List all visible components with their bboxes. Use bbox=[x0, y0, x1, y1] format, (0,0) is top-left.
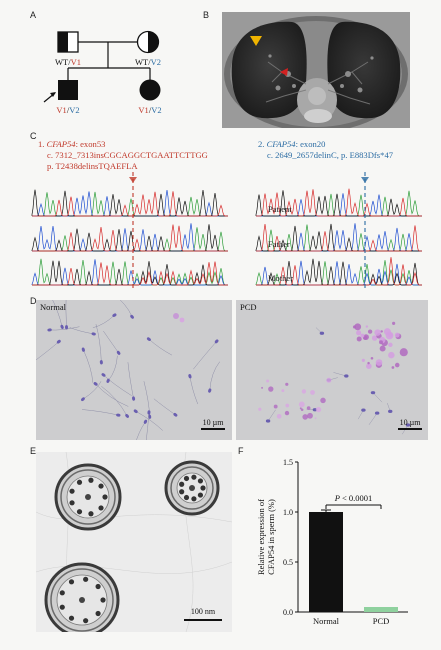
y-axis-label: Relative expression ofCFAP54 in sperm (%… bbox=[256, 499, 276, 575]
normal-label: Normal bbox=[40, 302, 67, 312]
mother-genotype: WT/V2 bbox=[135, 57, 161, 67]
variant-1-text: 1. CFAP54: exon53 c. 7312_7313insCGCAGGC… bbox=[38, 139, 208, 171]
panel-label-e: E bbox=[30, 446, 37, 456]
x-tick-label: Normal bbox=[313, 616, 340, 626]
normal-sperm-micrograph: Normal 10 µm bbox=[36, 300, 232, 440]
p-value-annotation: P < 0.0001 bbox=[334, 493, 373, 503]
chest-ct-image bbox=[222, 12, 410, 128]
variant-2-text: 2. CFAP54: exon20 c. 2649_2657delinC, p.… bbox=[258, 139, 394, 160]
pcd-sperm-micrograph: PCD 10 µm bbox=[236, 300, 428, 440]
proband-symbol bbox=[58, 80, 78, 100]
tem-micrograph: 100 nm bbox=[36, 452, 232, 632]
panel-label-b: B bbox=[203, 10, 210, 20]
scale-label-left: 10 µm bbox=[203, 418, 225, 427]
y-tick-label: 0.0 bbox=[283, 608, 293, 617]
mother-half-fill bbox=[148, 31, 159, 53]
pcd-label: PCD bbox=[240, 302, 257, 312]
row-label-patient: Patient bbox=[268, 204, 292, 214]
pedigree-diagram: WT/V1 WT/V2 V1/V2 V1/V2 bbox=[43, 30, 162, 115]
right-lung bbox=[327, 21, 401, 119]
row-label-father: Father bbox=[268, 239, 290, 249]
tem-scale-label: 100 nm bbox=[191, 607, 216, 616]
panel-label-a: A bbox=[30, 10, 37, 20]
row-label-mother: Mother bbox=[268, 273, 293, 283]
father-half-fill bbox=[58, 32, 68, 52]
bar-normal bbox=[309, 512, 343, 612]
y-tick-label: 1.5 bbox=[283, 458, 293, 467]
red-arrow-icon bbox=[280, 68, 288, 76]
sibling-genotype: V1/V2 bbox=[138, 105, 161, 115]
chromatogram-left-group bbox=[31, 189, 228, 286]
y-tick-label: 1.0 bbox=[283, 508, 293, 517]
y-tick-label: 0.5 bbox=[283, 558, 293, 567]
expression-bar-chart: 0.0 0.5 1.0 1.5 Normal PCD P < 0.0001 Relative … bbox=[256, 458, 408, 626]
yellow-arrow-icon bbox=[250, 36, 262, 46]
panel-label-c: C bbox=[30, 131, 37, 141]
panel-label-d: D bbox=[30, 296, 37, 306]
sibling-symbol bbox=[139, 79, 161, 101]
chromatogram-right-group bbox=[255, 188, 422, 286]
scale-label-right: 10 µm bbox=[400, 418, 422, 427]
chromatograms: Patient Father Mother bbox=[31, 172, 422, 290]
proband-genotype: V1/V2 bbox=[56, 105, 79, 115]
bar-pcd bbox=[364, 607, 398, 612]
left-lung bbox=[231, 21, 307, 119]
panel-label-f: F bbox=[238, 446, 244, 456]
father-genotype: WT/V1 bbox=[55, 57, 81, 67]
x-tick-label: PCD bbox=[373, 616, 390, 626]
